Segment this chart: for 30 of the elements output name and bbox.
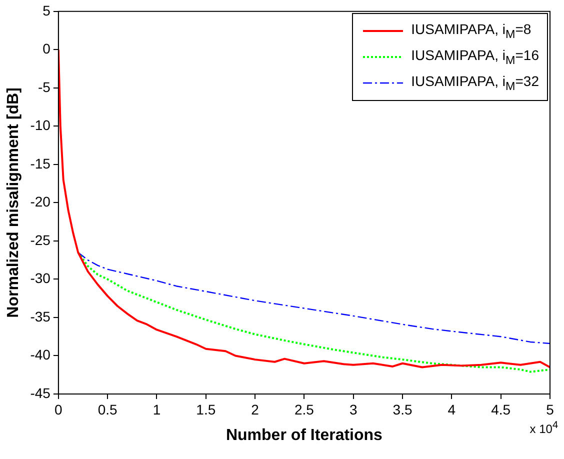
x-tick-label: 3 xyxy=(349,401,358,418)
y-tick-label: -20 xyxy=(30,194,51,210)
x-tick-label: 1.5 xyxy=(196,401,216,418)
x-tick-label: 5 xyxy=(546,401,554,418)
x-tick-label: 0 xyxy=(54,401,63,418)
line-series xyxy=(77,251,550,373)
y-tick-label: -40 xyxy=(30,346,51,363)
legend-label: IUSAMIPAPA, i$_{M}$=32 xyxy=(411,73,539,94)
x-axis-title: Number of Iterations xyxy=(226,426,383,444)
x-tick-label: 0.5 xyxy=(98,401,118,418)
y-axis-title: Normalized misalignment [dB] xyxy=(5,88,22,318)
y-tick-label: -30 xyxy=(30,270,51,286)
x-tick-label: 4.5 xyxy=(491,401,511,418)
y-tick-label: -35 xyxy=(30,308,51,324)
legend-label: IUSAMIPAPA, i$_{M}$=16 xyxy=(411,47,539,68)
x-tick-label: 2 xyxy=(251,401,260,418)
y-tick-label: 5 xyxy=(42,2,51,18)
x-tick-label: 1 xyxy=(152,401,161,418)
text: x 10$^{4}$ xyxy=(530,420,558,436)
line-series xyxy=(77,252,550,344)
y-tick-label: -5 xyxy=(38,78,51,95)
x-tick-label: 3.5 xyxy=(392,401,412,418)
y-tick-label: -25 xyxy=(30,232,51,248)
y-tick-label: -15 xyxy=(30,155,51,172)
x-tick-label: 4 xyxy=(448,401,456,418)
y-tick-label: -45 xyxy=(30,384,51,401)
y-tick-label: 0 xyxy=(42,40,51,57)
legend-label: IUSAMIPAPA, i$_{M}$=8 xyxy=(411,21,532,42)
y-tick-label: -10 xyxy=(30,117,51,134)
x-tick-label: 2.5 xyxy=(294,401,314,418)
